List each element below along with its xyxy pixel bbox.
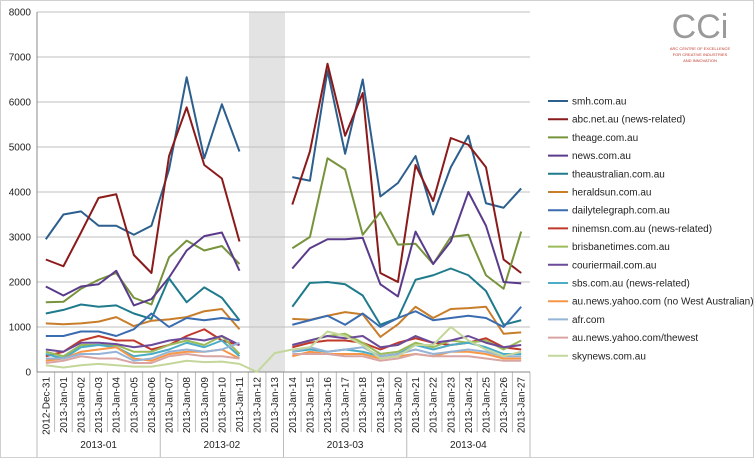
x-tick-label: 2013-Jan-24 — [464, 377, 475, 434]
series-line — [45, 267, 522, 326]
legend-label: heraldsun.com.au — [572, 188, 652, 199]
x-tick-label: 2013-Jan-08 — [182, 377, 193, 434]
legend-label: skynews.com.au — [572, 351, 646, 362]
y-tick-label: 1000 — [9, 323, 32, 334]
x-tick-label: 2013-Jan-14 — [288, 377, 299, 434]
legend-label: news.com.au — [572, 151, 631, 162]
x-tick-label: 2013-Jan-12 — [253, 377, 264, 434]
x-tick-label: 2013-Jan-18 — [358, 377, 369, 434]
y-tick-label: 7000 — [9, 53, 32, 64]
logo-text: AND INNOVATION — [683, 58, 717, 63]
x-tick-label: 2013-Jan-13 — [270, 377, 281, 434]
group-label: 2013-01 — [80, 440, 117, 451]
series-line — [44, 69, 522, 240]
logo-text: ARC CENTRE OF EXCELLENCE — [670, 46, 731, 51]
x-tick-label: 2013-Jan-01 — [59, 377, 70, 434]
x-tick-label: 2013-Jan-22 — [429, 377, 440, 434]
series-line — [45, 191, 522, 307]
legend-label: abc.net.au (news-related) — [572, 115, 685, 126]
series-line — [45, 306, 522, 337]
legend-label: ninemsn.com.au (news-related) — [572, 224, 712, 235]
group-label: 2013-03 — [327, 440, 364, 451]
x-tick-label: 2013-Jan-26 — [499, 377, 510, 434]
x-tick-label: 2013-Jan-06 — [147, 377, 158, 434]
x-tick-label: 2013-Jan-15 — [305, 377, 316, 434]
legend-label: dailytelegraph.com.au — [572, 206, 670, 217]
x-tick-label: 2013-Jan-10 — [217, 377, 228, 434]
y-tick-label: 4000 — [9, 188, 32, 199]
x-tick-label: 2013-Jan-11 — [235, 377, 246, 433]
x-tick-label: 2013-Jan-25 — [481, 377, 492, 434]
x-tick-label: 2013-Jan-03 — [94, 377, 105, 434]
series-line — [45, 335, 522, 353]
y-tick-label: 6000 — [9, 98, 32, 109]
y-tick-label: 3000 — [9, 233, 32, 244]
legend-label: sbs.com.au (news-related) — [572, 279, 690, 290]
series-line — [45, 353, 522, 364]
legend-label: afr.com — [572, 315, 605, 326]
legend-label: theage.com.au — [572, 133, 638, 144]
series-line — [45, 326, 522, 373]
x-tick-label: 2013-Jan-23 — [446, 377, 457, 434]
legend-label: brisbanetimes.com.au — [572, 242, 670, 253]
logo-text: FOR CREATIVE INDUSTRIES — [673, 52, 728, 57]
x-tick-label: 2013-Jan-19 — [376, 377, 387, 434]
legend-label: au.news.yahoo.com/thewest — [572, 333, 698, 344]
x-tick-label: 2013-Jan-05 — [129, 377, 140, 434]
legend-label: theaustralian.com.au — [572, 169, 665, 180]
series-line — [45, 157, 523, 306]
group-label: 2013-04 — [450, 440, 487, 451]
x-tick-label: 2013-Jan-16 — [323, 377, 334, 434]
x-tick-label: 2013-Jan-07 — [165, 377, 176, 434]
legend-label: couriermail.com.au — [572, 260, 656, 271]
logo-mark: CCi — [672, 8, 729, 46]
x-tick-label: 2013-Jan-21 — [411, 377, 422, 434]
legend-label: smh.com.au — [572, 97, 626, 108]
legend-label: au.news.yahoo.com (no West Australian) — [572, 297, 754, 308]
x-tick-label: 2012-Dec-31 — [41, 377, 52, 435]
group-label: 2013-02 — [204, 440, 241, 451]
y-tick-label: 8000 — [9, 8, 32, 19]
x-tick-label: 2013-Jan-17 — [341, 377, 352, 434]
x-tick-label: 2013-Jan-09 — [200, 377, 211, 434]
y-tick-label: 0 — [25, 368, 31, 379]
y-tick-label: 5000 — [9, 143, 32, 154]
x-tick-label: 2013-Jan-02 — [77, 377, 88, 434]
x-tick-label: 2013-Jan-27 — [517, 377, 528, 434]
x-tick-label: 2013-Jan-20 — [393, 377, 404, 434]
y-tick-label: 2000 — [9, 278, 32, 289]
x-tick-label: 2013-Jan-04 — [112, 377, 123, 434]
series-line — [45, 62, 522, 283]
